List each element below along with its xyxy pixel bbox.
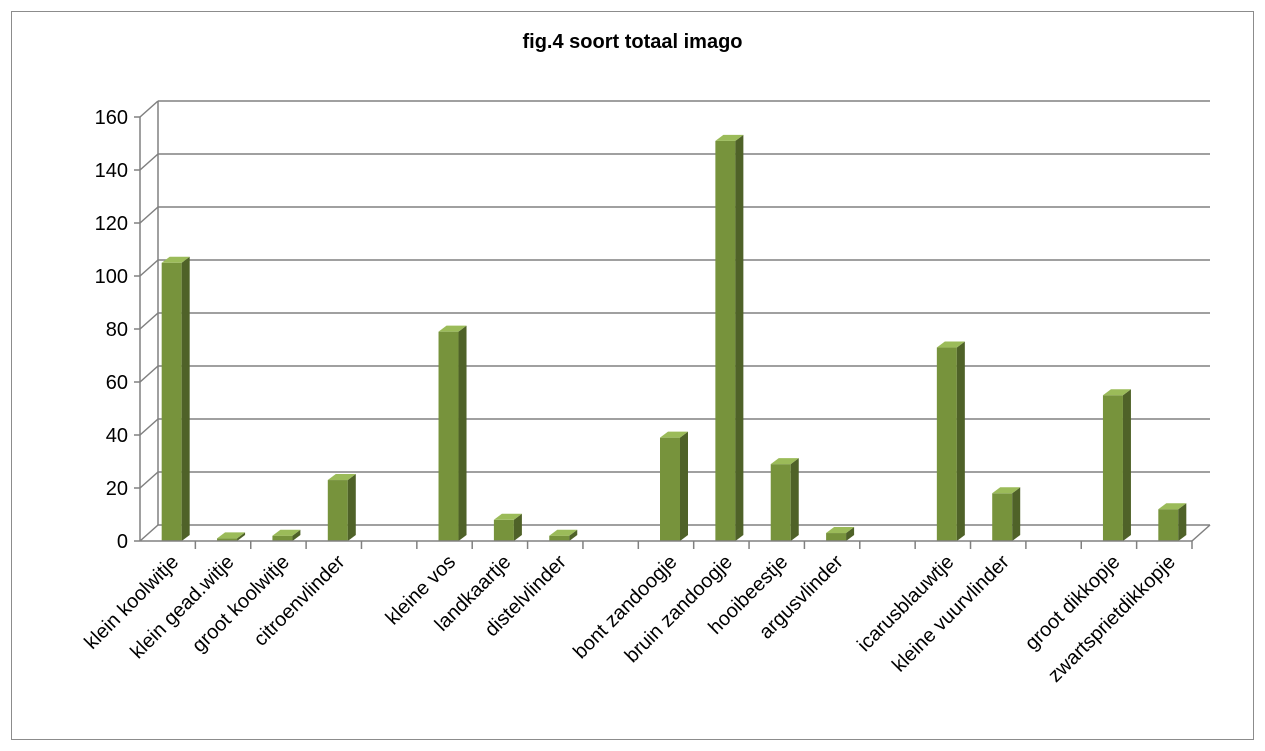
bar-front <box>936 347 957 541</box>
bar-top <box>1102 389 1131 396</box>
gridline-diagonal <box>139 153 159 171</box>
x-tick-label: groot koolwitje <box>188 551 294 657</box>
bar-top <box>493 513 522 520</box>
gridline-diagonal <box>139 471 159 489</box>
bar <box>936 341 965 541</box>
bar-side <box>237 532 246 541</box>
bar-top <box>770 458 799 465</box>
bar <box>1102 389 1131 541</box>
floor-edge <box>1191 524 1211 542</box>
bar-front <box>493 519 514 541</box>
bars <box>161 134 1187 541</box>
bar <box>438 325 467 541</box>
bar-side <box>458 325 467 541</box>
x-tick-label: groot dikkopje <box>1021 551 1125 655</box>
bar-side <box>790 458 799 541</box>
bar-top <box>992 487 1021 494</box>
bar-side <box>1012 487 1021 541</box>
gridline-diagonal <box>139 312 159 330</box>
y-axis: 0 20 40 60 80 100 120 140 160 <box>95 101 159 553</box>
bar <box>770 458 799 541</box>
bar-front <box>992 493 1013 541</box>
gridline-diagonal <box>139 259 159 277</box>
bar-top <box>161 256 190 263</box>
bar-top <box>826 527 855 534</box>
bar-side <box>1178 503 1187 541</box>
bar <box>493 513 522 541</box>
bar <box>660 431 688 541</box>
y-tick-label: 20 <box>106 478 128 500</box>
bar <box>272 529 301 541</box>
bar <box>1158 503 1187 541</box>
bar-top <box>660 431 688 438</box>
y-tick-label: 0 <box>117 531 128 553</box>
bar-front <box>1158 509 1179 541</box>
bar-side <box>347 474 356 541</box>
bar <box>549 529 578 541</box>
chart-frame <box>11 11 1254 740</box>
bar-top <box>438 325 467 332</box>
bar-top <box>549 529 578 536</box>
y-tick-label: 160 <box>95 107 128 129</box>
bar-top <box>217 532 246 539</box>
bar-side <box>846 527 855 541</box>
bar <box>327 474 356 541</box>
gridline-diagonal <box>139 206 159 224</box>
bar-top <box>327 474 356 481</box>
gridline-diagonal <box>139 524 159 542</box>
bar-front <box>1102 395 1123 541</box>
x-tick-label: klein koolwitje <box>80 551 183 654</box>
gridline-diagonal <box>139 365 159 383</box>
bar <box>217 532 246 541</box>
bar-side <box>1122 389 1131 541</box>
bar-front <box>438 331 459 541</box>
gridline-diagonal <box>139 100 159 118</box>
bar-front <box>327 480 348 541</box>
bar-front <box>217 538 238 541</box>
y-tick-label: 40 <box>106 425 128 447</box>
bar-front <box>272 535 293 541</box>
y-tick-label: 120 <box>95 213 128 235</box>
bar-top <box>715 134 744 141</box>
bar <box>992 487 1021 541</box>
bar-side <box>735 134 744 541</box>
y-tick-label: 140 <box>95 160 128 182</box>
bar-front <box>826 533 847 541</box>
bar <box>826 527 855 541</box>
gridlines <box>139 100 1210 542</box>
y-tick-label: 80 <box>106 319 128 341</box>
gridline-diagonal <box>139 418 159 436</box>
bar <box>715 134 744 541</box>
y-tick-label: 100 <box>95 266 128 288</box>
bar-front <box>161 262 182 541</box>
bar-front <box>770 464 791 541</box>
bar-side <box>181 256 190 541</box>
bar-top <box>936 341 965 348</box>
bar-side <box>513 513 522 541</box>
chart-title: fig.4 soort totaal imago <box>522 31 743 53</box>
bar-front <box>660 437 680 541</box>
bar <box>161 256 190 541</box>
x-tick-label: icarusblauwtje <box>853 551 958 656</box>
bar-side <box>292 529 301 541</box>
bar-side <box>680 431 688 541</box>
bar-side <box>956 341 965 541</box>
y-tick-label: 60 <box>106 372 128 394</box>
bar-front <box>549 535 570 541</box>
bar-top <box>1158 503 1187 510</box>
bar-front <box>715 140 736 541</box>
bar-side <box>569 529 578 541</box>
bar-top <box>272 529 301 536</box>
